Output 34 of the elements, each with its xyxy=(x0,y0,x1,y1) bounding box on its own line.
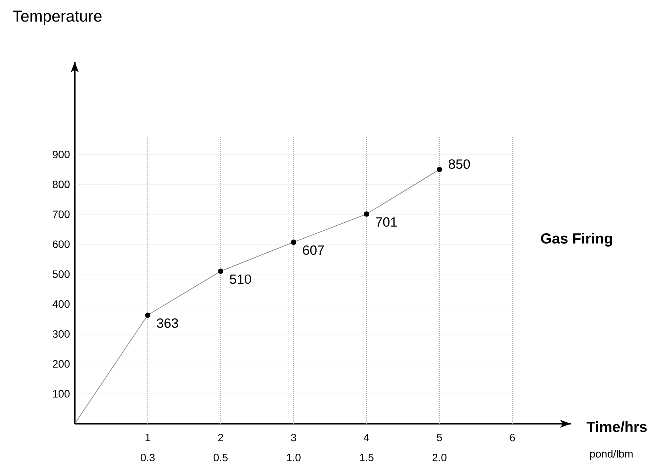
data-label: 850 xyxy=(449,160,470,170)
data-label: 607 xyxy=(303,246,324,256)
y-tick-label: 100 xyxy=(53,390,70,398)
x-tick-label: 5 xyxy=(437,434,442,442)
text: 1.0 xyxy=(287,454,301,462)
text: 2.0 xyxy=(432,454,447,462)
x-tick-label: 2 xyxy=(218,434,224,442)
annotation: Gas Firing xyxy=(541,233,612,247)
text: 1.5 xyxy=(360,454,374,462)
y-tick-label: 700 xyxy=(53,210,70,218)
y-tick-label: 500 xyxy=(52,270,70,278)
x-tick-label: 1 xyxy=(146,434,150,442)
text: 0.5 xyxy=(214,454,228,462)
y-tick-label: 800 xyxy=(52,180,70,188)
x-axis-title: Time/hrs xyxy=(586,422,647,432)
y-tick-label: 300 xyxy=(52,330,70,338)
y-tick-label: 200 xyxy=(53,360,70,368)
data-label: 701 xyxy=(376,218,398,227)
y-tick-label: 400 xyxy=(52,300,70,308)
text: 0.3 xyxy=(140,454,155,462)
point xyxy=(364,212,370,217)
point xyxy=(218,268,224,274)
data-label: 510 xyxy=(230,274,252,284)
y-tick-label: 900 xyxy=(53,150,70,159)
x-tick-label: 4 xyxy=(364,434,370,442)
x-tick-label: 3 xyxy=(291,434,296,442)
data-label: 363 xyxy=(157,318,178,328)
point xyxy=(437,167,442,172)
x2-axis-title: pond/lbm xyxy=(590,450,633,460)
x-tick-label: 6 xyxy=(510,434,516,442)
y-tick-label: 600 xyxy=(53,240,70,248)
point xyxy=(145,312,151,318)
y-axis-title: Temperature xyxy=(13,10,102,26)
point xyxy=(291,240,296,246)
